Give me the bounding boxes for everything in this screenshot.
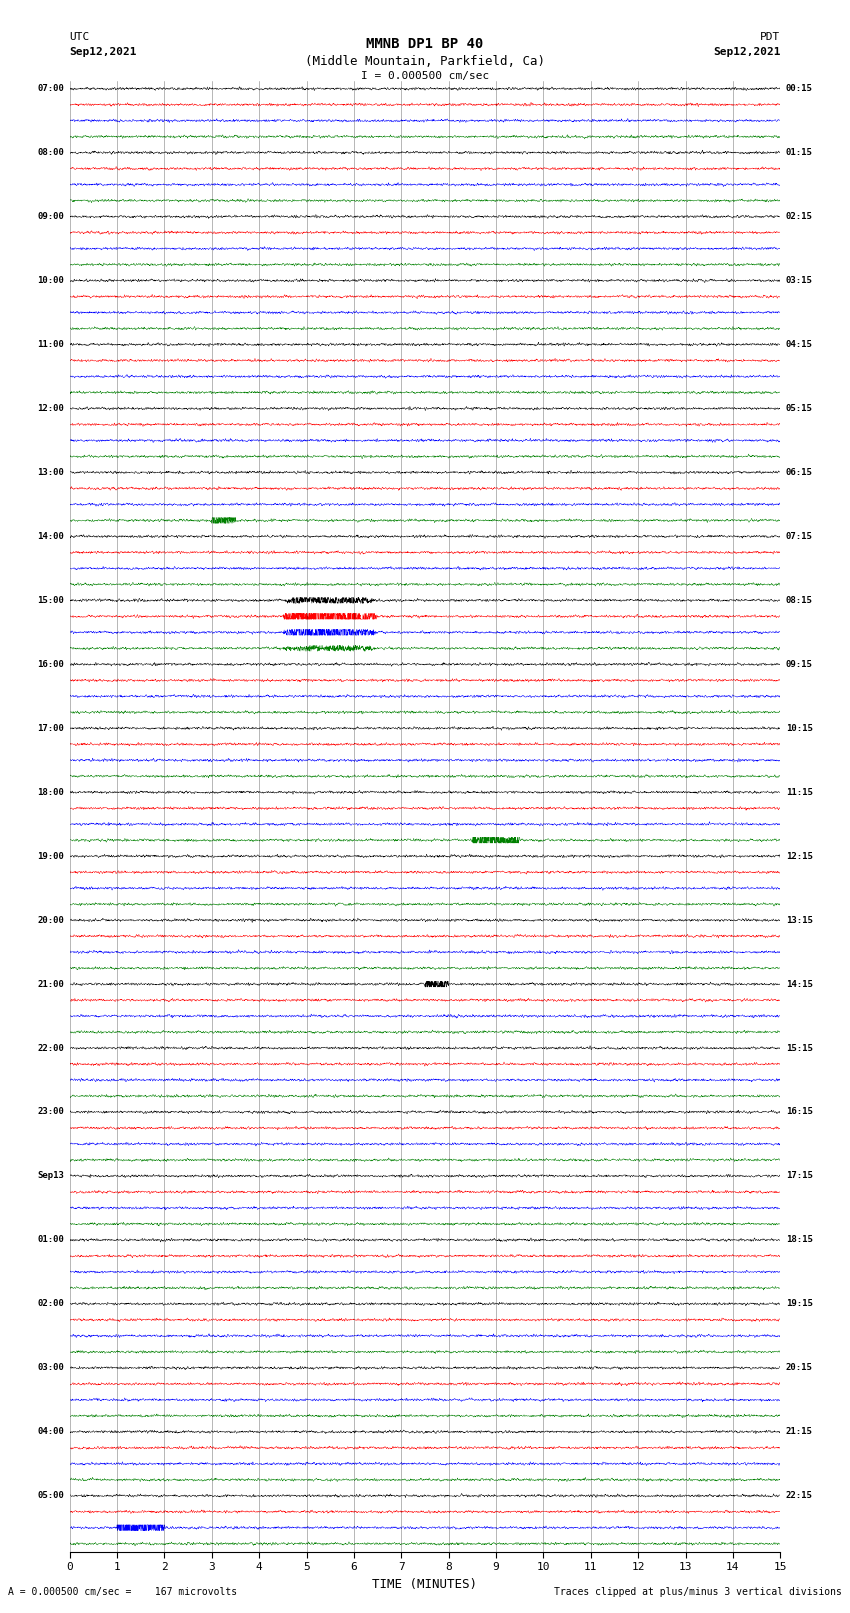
Text: 08:00: 08:00 <box>37 148 64 156</box>
Text: 20:00: 20:00 <box>37 916 64 924</box>
Text: Sep13: Sep13 <box>37 1171 64 1181</box>
Text: 00:15: 00:15 <box>786 84 813 94</box>
Text: I = 0.000500 cm/sec: I = 0.000500 cm/sec <box>361 71 489 81</box>
Text: 14:00: 14:00 <box>37 532 64 540</box>
Text: 16:15: 16:15 <box>786 1108 813 1116</box>
Text: PDT: PDT <box>760 32 780 42</box>
Text: UTC: UTC <box>70 32 90 42</box>
Text: 05:00: 05:00 <box>37 1492 64 1500</box>
Text: Traces clipped at plus/minus 3 vertical divisions: Traces clipped at plus/minus 3 vertical … <box>553 1587 842 1597</box>
Text: MMNB DP1 BP 40: MMNB DP1 BP 40 <box>366 37 484 52</box>
Text: 17:00: 17:00 <box>37 724 64 732</box>
Text: A = 0.000500 cm/sec =    167 microvolts: A = 0.000500 cm/sec = 167 microvolts <box>8 1587 238 1597</box>
Text: 20:15: 20:15 <box>786 1363 813 1373</box>
Text: 12:00: 12:00 <box>37 403 64 413</box>
Text: 15:15: 15:15 <box>786 1044 813 1053</box>
Text: 11:00: 11:00 <box>37 340 64 348</box>
Text: 04:15: 04:15 <box>786 340 813 348</box>
Text: 07:15: 07:15 <box>786 532 813 540</box>
Text: 01:00: 01:00 <box>37 1236 64 1244</box>
Text: 14:15: 14:15 <box>786 979 813 989</box>
Text: 02:00: 02:00 <box>37 1300 64 1308</box>
Text: 05:15: 05:15 <box>786 403 813 413</box>
Text: 17:15: 17:15 <box>786 1171 813 1181</box>
Text: 04:00: 04:00 <box>37 1428 64 1436</box>
Text: 12:15: 12:15 <box>786 852 813 861</box>
Text: 18:00: 18:00 <box>37 787 64 797</box>
Text: 19:00: 19:00 <box>37 852 64 861</box>
Text: 03:15: 03:15 <box>786 276 813 286</box>
Text: Sep12,2021: Sep12,2021 <box>70 47 137 56</box>
Text: Sep12,2021: Sep12,2021 <box>713 47 780 56</box>
Text: 08:15: 08:15 <box>786 595 813 605</box>
Text: 21:15: 21:15 <box>786 1428 813 1436</box>
Text: 22:15: 22:15 <box>786 1492 813 1500</box>
Text: 07:00: 07:00 <box>37 84 64 94</box>
Text: 19:15: 19:15 <box>786 1300 813 1308</box>
Text: 13:00: 13:00 <box>37 468 64 477</box>
Text: 23:00: 23:00 <box>37 1108 64 1116</box>
Text: 02:15: 02:15 <box>786 211 813 221</box>
Text: 09:15: 09:15 <box>786 660 813 669</box>
Text: 11:15: 11:15 <box>786 787 813 797</box>
Text: 21:00: 21:00 <box>37 979 64 989</box>
Text: 10:00: 10:00 <box>37 276 64 286</box>
Text: 09:00: 09:00 <box>37 211 64 221</box>
Text: 06:15: 06:15 <box>786 468 813 477</box>
Text: 01:15: 01:15 <box>786 148 813 156</box>
Text: 18:15: 18:15 <box>786 1236 813 1244</box>
Text: 03:00: 03:00 <box>37 1363 64 1373</box>
Text: 13:15: 13:15 <box>786 916 813 924</box>
Text: 15:00: 15:00 <box>37 595 64 605</box>
Text: 16:00: 16:00 <box>37 660 64 669</box>
Text: 10:15: 10:15 <box>786 724 813 732</box>
X-axis label: TIME (MINUTES): TIME (MINUTES) <box>372 1578 478 1590</box>
Text: (Middle Mountain, Parkfield, Ca): (Middle Mountain, Parkfield, Ca) <box>305 55 545 68</box>
Text: 22:00: 22:00 <box>37 1044 64 1053</box>
